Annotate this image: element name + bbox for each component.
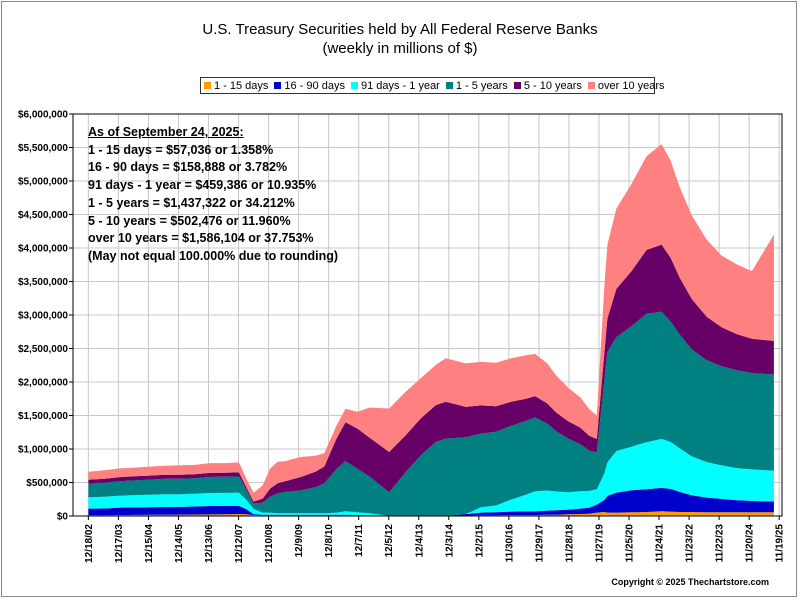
legend-label: 16 - 90 days: [284, 79, 345, 92]
y-tick-label: $0: [57, 512, 69, 523]
area-series-3: [88, 311, 774, 516]
x-tick-label: 12/4/13: [414, 524, 425, 558]
annotation-line: (May not equal 100.000% due to rounding): [88, 248, 339, 263]
x-tick-label: 11/23/22: [685, 524, 696, 563]
y-tick-label: $5,500,000: [18, 143, 68, 154]
y-tick-label: $500,000: [26, 478, 68, 489]
x-tick-label: 12/7/11: [354, 524, 365, 557]
x-tick-label: 12/8/10: [324, 524, 335, 558]
y-tick-label: $4,000,000: [18, 244, 68, 255]
chart-title: U.S. Treasury Securities held by All Fed…: [202, 21, 598, 38]
y-tick-label: $6,000,000: [18, 110, 68, 121]
copyright-text: Copyright © 2025 Thechartstore.com: [611, 577, 769, 587]
annotation-line: 5 - 10 years = $502,476 or 11.960%: [88, 213, 291, 228]
x-tick-label: 12/12/07: [234, 524, 245, 563]
legend-item: 5 - 10 years: [513, 79, 582, 92]
legend: 1 - 15 days 16 - 90 days 91 days - 1 year 1…: [200, 77, 665, 94]
y-tick-label: $3,000,000: [18, 311, 68, 322]
area-series-4: [88, 244, 774, 504]
y-tick-label: $1,000,000: [18, 445, 68, 456]
x-tick-label: 11/24/21: [655, 524, 666, 563]
y-tick-label: $4,500,000: [18, 210, 68, 221]
x-tick-label: 12/13/06: [204, 524, 215, 563]
legend-item: 1 - 5 years: [445, 79, 508, 92]
y-tick-label: $3,500,000: [18, 277, 68, 288]
x-tick-label: 12/18/02: [84, 524, 95, 563]
x-tick-label: 11/25/20: [625, 524, 636, 563]
x-tick-label: 11/28/18: [564, 524, 575, 563]
chart-subtitle: (weekly in millions of $): [322, 40, 478, 57]
annotation-line: 1 - 5 years = $1,437,322 or 34.212%: [88, 195, 295, 210]
y-tick-label: $2,000,000: [18, 378, 68, 389]
annotation-line: 16 - 90 days = $158,888 or 3.782%: [88, 160, 288, 175]
legend-swatch: [204, 82, 211, 89]
x-tick-label: 11/19/25: [775, 524, 786, 563]
legend-item: 91 days - 1 year: [350, 79, 440, 92]
annotation-line: 91 days - 1 year = $459,386 or 10.935%: [88, 178, 317, 193]
annotation-heading: As of September 24, 2025:: [88, 125, 244, 139]
legend-label: 5 - 10 years: [523, 79, 582, 92]
legend-swatch: [513, 82, 521, 89]
x-tick-label: 12/9/09: [294, 524, 305, 558]
annotation-box: As of September 24, 2025: 1 - 15 days = …: [88, 124, 338, 266]
x-tick-label: 12/2/15: [474, 524, 485, 558]
legend-swatch: [587, 82, 595, 89]
legend-label: over 10 years: [597, 79, 665, 92]
x-tick-label: 11/20/24: [745, 524, 756, 563]
legend-label: 1 - 5 years: [455, 79, 508, 92]
area-series-1: [88, 487, 774, 516]
legend-label: 91 days - 1 year: [360, 79, 440, 92]
legend-swatch: [274, 82, 282, 89]
y-tick-label: $2,500,000: [18, 344, 68, 355]
x-tick-label: 11/30/16: [504, 524, 515, 563]
legend-label: 1 - 15 days: [214, 79, 269, 92]
y-tick-label: $1,500,000: [18, 411, 68, 422]
annotation-line: over 10 years = $1,586,104 or 37.753%: [88, 231, 314, 246]
x-tick-label: 12/17/03: [114, 524, 125, 563]
legend-swatch: [445, 82, 453, 89]
y-tick-label: $5,000,000: [18, 177, 68, 188]
x-tick-label: 11/29/17: [534, 524, 545, 563]
legend-item: 1 - 15 days: [204, 80, 268, 92]
x-tick-label: 12/10/08: [264, 524, 275, 563]
area-series-2: [88, 438, 774, 516]
area-series-0: [88, 511, 774, 516]
x-tick-label: 12/14/05: [174, 524, 185, 563]
x-tick-label: 11/22/23: [715, 524, 726, 563]
x-tick-label: 12/3/14: [444, 524, 455, 558]
x-tick-label: 12/15/04: [144, 524, 155, 563]
legend-item: over 10 years: [587, 79, 665, 92]
legend-swatch: [350, 82, 358, 89]
x-tick-label: 12/5/12: [384, 524, 395, 558]
annotation-line: 1 - 15 days = $57,036 or 1.358%: [88, 142, 274, 157]
legend-item: 16 - 90 days: [274, 80, 345, 92]
x-tick-label: 11/27/19: [594, 524, 605, 563]
